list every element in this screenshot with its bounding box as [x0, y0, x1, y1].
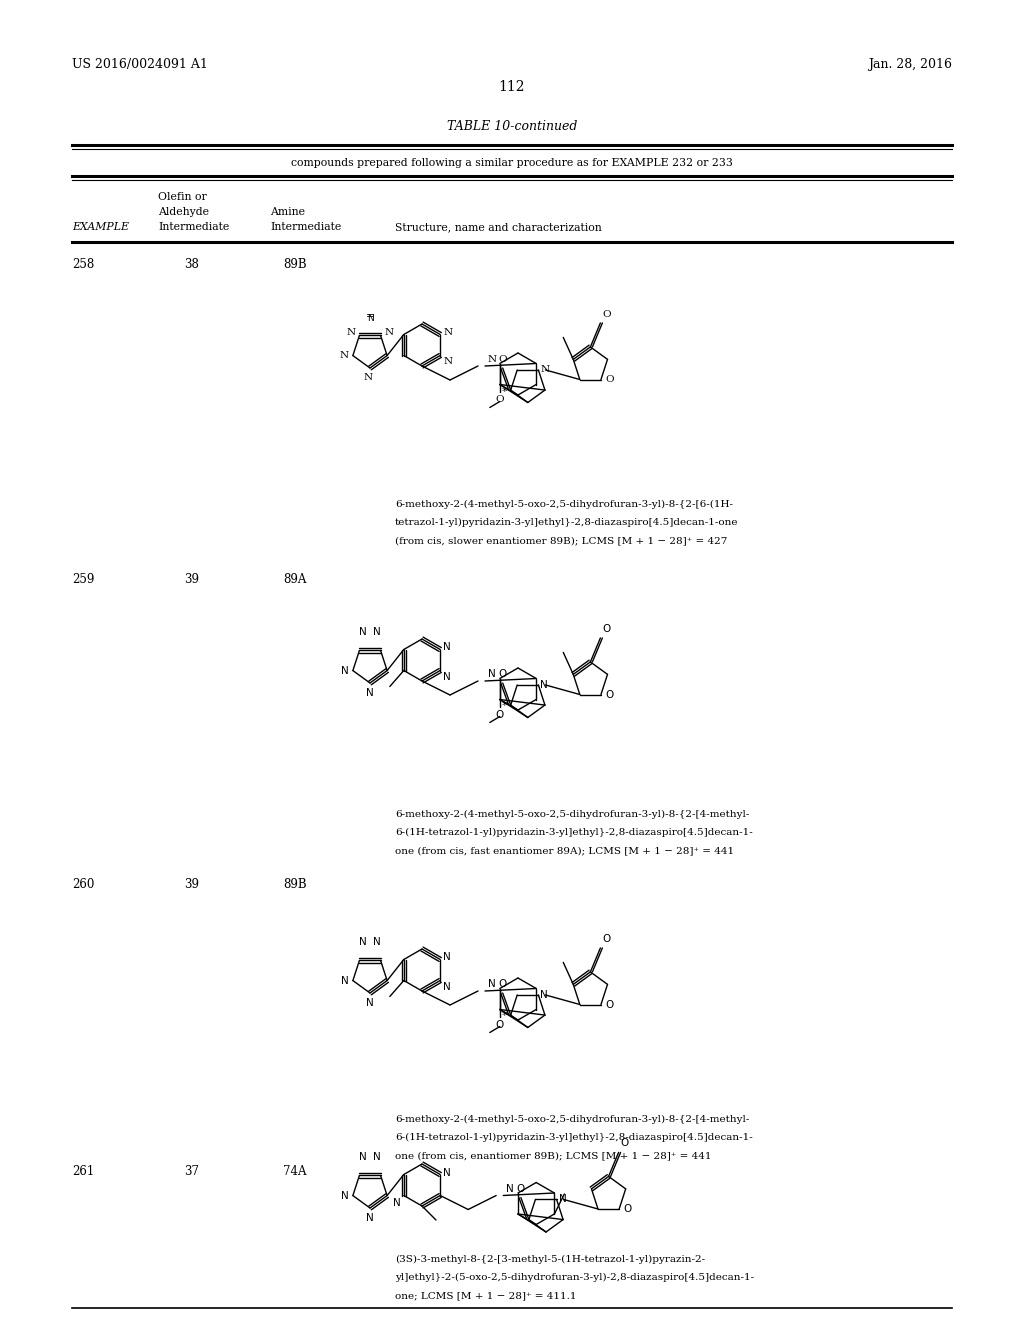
Text: TABLE 10-continued: TABLE 10-continued — [446, 120, 578, 133]
Text: Intermediate: Intermediate — [270, 222, 341, 232]
Text: 89B: 89B — [284, 257, 307, 271]
Text: N: N — [506, 1184, 514, 1193]
Text: N: N — [541, 990, 548, 1001]
Text: yl]ethyl}-2-(5-oxo-2,5-dihydrofuran-3-yl)-2,8-diazaspiro[4.5]decan-1-: yl]ethyl}-2-(5-oxo-2,5-dihydrofuran-3-yl… — [395, 1272, 754, 1282]
Text: 6-(1H-tetrazol-1-yl)pyridazin-3-yl]ethyl}-2,8-diazaspiro[4.5]decan-1-: 6-(1H-tetrazol-1-yl)pyridazin-3-yl]ethyl… — [395, 1133, 753, 1142]
Text: tetrazol-1-yl)pyridazin-3-yl]ethyl}-2,8-diazaspiro[4.5]decan-1-one: tetrazol-1-yl)pyridazin-3-yl]ethyl}-2,8-… — [395, 517, 738, 527]
Text: N: N — [541, 366, 550, 375]
Text: N: N — [341, 1191, 349, 1201]
Text: N: N — [364, 374, 373, 381]
Text: N: N — [373, 1152, 381, 1163]
Text: N: N — [367, 998, 374, 1008]
Text: N: N — [359, 937, 367, 948]
Text: O: O — [499, 669, 507, 678]
Text: 6-methoxy-2-(4-methyl-5-oxo-2,5-dihydrofuran-3-yl)-8-{2-[4-methyl-: 6-methoxy-2-(4-methyl-5-oxo-2,5-dihydrof… — [395, 810, 750, 820]
Text: N: N — [373, 937, 381, 948]
Text: 38: 38 — [184, 257, 200, 271]
Text: O: O — [602, 935, 610, 944]
Text: N: N — [443, 643, 451, 652]
Text: one (from cis, fast enantiomer 89A); LCMS [M + 1 − 28]⁺ = 441: one (from cis, fast enantiomer 89A); LCM… — [395, 846, 734, 855]
Text: N: N — [443, 1167, 451, 1177]
Text: O: O — [499, 979, 507, 989]
Text: one (from cis, enantiomer 89B); LCMS [M + 1 − 28]⁺ = 441: one (from cis, enantiomer 89B); LCMS [M … — [395, 1151, 712, 1160]
Text: N: N — [488, 979, 496, 989]
Text: 39: 39 — [184, 878, 200, 891]
Text: Structure, name and characterization: Structure, name and characterization — [395, 222, 602, 232]
Text: US 2016/0024091 A1: US 2016/0024091 A1 — [72, 58, 208, 71]
Text: Amine: Amine — [270, 207, 305, 216]
Text: N: N — [385, 327, 393, 337]
Text: N: N — [443, 358, 453, 367]
Text: Intermediate: Intermediate — [158, 222, 229, 232]
Text: N: N — [488, 669, 496, 678]
Text: O: O — [496, 710, 504, 721]
Text: O: O — [602, 310, 611, 319]
Text: 37: 37 — [184, 1166, 200, 1177]
Text: EXAMPLE: EXAMPLE — [72, 222, 129, 232]
Text: N: N — [346, 327, 355, 337]
Text: *: * — [502, 701, 508, 711]
Text: O: O — [517, 1184, 525, 1193]
Text: O: O — [624, 1204, 632, 1214]
Text: N: N — [359, 627, 367, 638]
Text: O: O — [496, 396, 504, 404]
Text: 74A: 74A — [284, 1166, 307, 1177]
Text: O: O — [621, 1138, 629, 1148]
Text: N: N — [367, 314, 374, 323]
Text: 260: 260 — [72, 878, 94, 891]
Text: Olefin or: Olefin or — [158, 191, 207, 202]
Text: one; LCMS [M + 1 − 28]⁺ = 411.1: one; LCMS [M + 1 − 28]⁺ = 411.1 — [395, 1291, 577, 1300]
Text: *: * — [502, 387, 508, 396]
Text: (from cis, slower enantiomer 89B); LCMS [M + 1 − 28]⁺ = 427: (from cis, slower enantiomer 89B); LCMS … — [395, 536, 727, 545]
Text: N: N — [341, 665, 349, 676]
Text: O: O — [499, 355, 507, 364]
Text: N: N — [487, 355, 497, 364]
Text: N: N — [359, 1152, 367, 1163]
Text: =: = — [366, 312, 375, 322]
Text: N: N — [443, 672, 451, 682]
Text: N: N — [340, 351, 349, 360]
Text: N: N — [558, 1195, 566, 1204]
Text: O: O — [602, 624, 610, 634]
Text: N: N — [341, 975, 349, 986]
Text: compounds prepared following a similar procedure as for EXAMPLE 232 or 233: compounds prepared following a similar p… — [291, 158, 733, 168]
Text: 6-methoxy-2-(4-methyl-5-oxo-2,5-dihydrofuran-3-yl)-8-{2-[4-methyl-: 6-methoxy-2-(4-methyl-5-oxo-2,5-dihydrof… — [395, 1115, 750, 1125]
Text: N: N — [443, 982, 451, 993]
Text: 6-(1H-tetrazol-1-yl)pyridazin-3-yl]ethyl}-2,8-diazaspiro[4.5]decan-1-: 6-(1H-tetrazol-1-yl)pyridazin-3-yl]ethyl… — [395, 828, 753, 837]
Text: 259: 259 — [72, 573, 94, 586]
Text: 39: 39 — [184, 573, 200, 586]
Text: (3S)-3-methyl-8-{2-[3-methyl-5-(1H-tetrazol-1-yl)pyrazin-2-: (3S)-3-methyl-8-{2-[3-methyl-5-(1H-tetra… — [395, 1255, 706, 1265]
Text: O: O — [605, 375, 613, 384]
Text: *: * — [502, 1011, 508, 1022]
Text: N: N — [443, 953, 451, 962]
Text: N: N — [367, 688, 374, 698]
Text: N: N — [393, 1197, 400, 1208]
Text: O: O — [496, 1020, 504, 1031]
Text: 258: 258 — [72, 257, 94, 271]
Text: 6-methoxy-2-(4-methyl-5-oxo-2,5-dihydrofuran-3-yl)-8-{2-[6-(1H-: 6-methoxy-2-(4-methyl-5-oxo-2,5-dihydrof… — [395, 500, 733, 510]
Text: N: N — [541, 680, 548, 690]
Text: 112: 112 — [499, 81, 525, 94]
Text: N: N — [443, 327, 453, 337]
Text: N: N — [373, 627, 381, 638]
Text: 89B: 89B — [284, 878, 307, 891]
Text: Aldehyde: Aldehyde — [158, 207, 209, 216]
Text: O: O — [605, 689, 613, 700]
Text: Jan. 28, 2016: Jan. 28, 2016 — [868, 58, 952, 71]
Text: 89A: 89A — [284, 573, 306, 586]
Text: 261: 261 — [72, 1166, 94, 1177]
Text: O: O — [605, 999, 613, 1010]
Text: N: N — [367, 1213, 374, 1224]
